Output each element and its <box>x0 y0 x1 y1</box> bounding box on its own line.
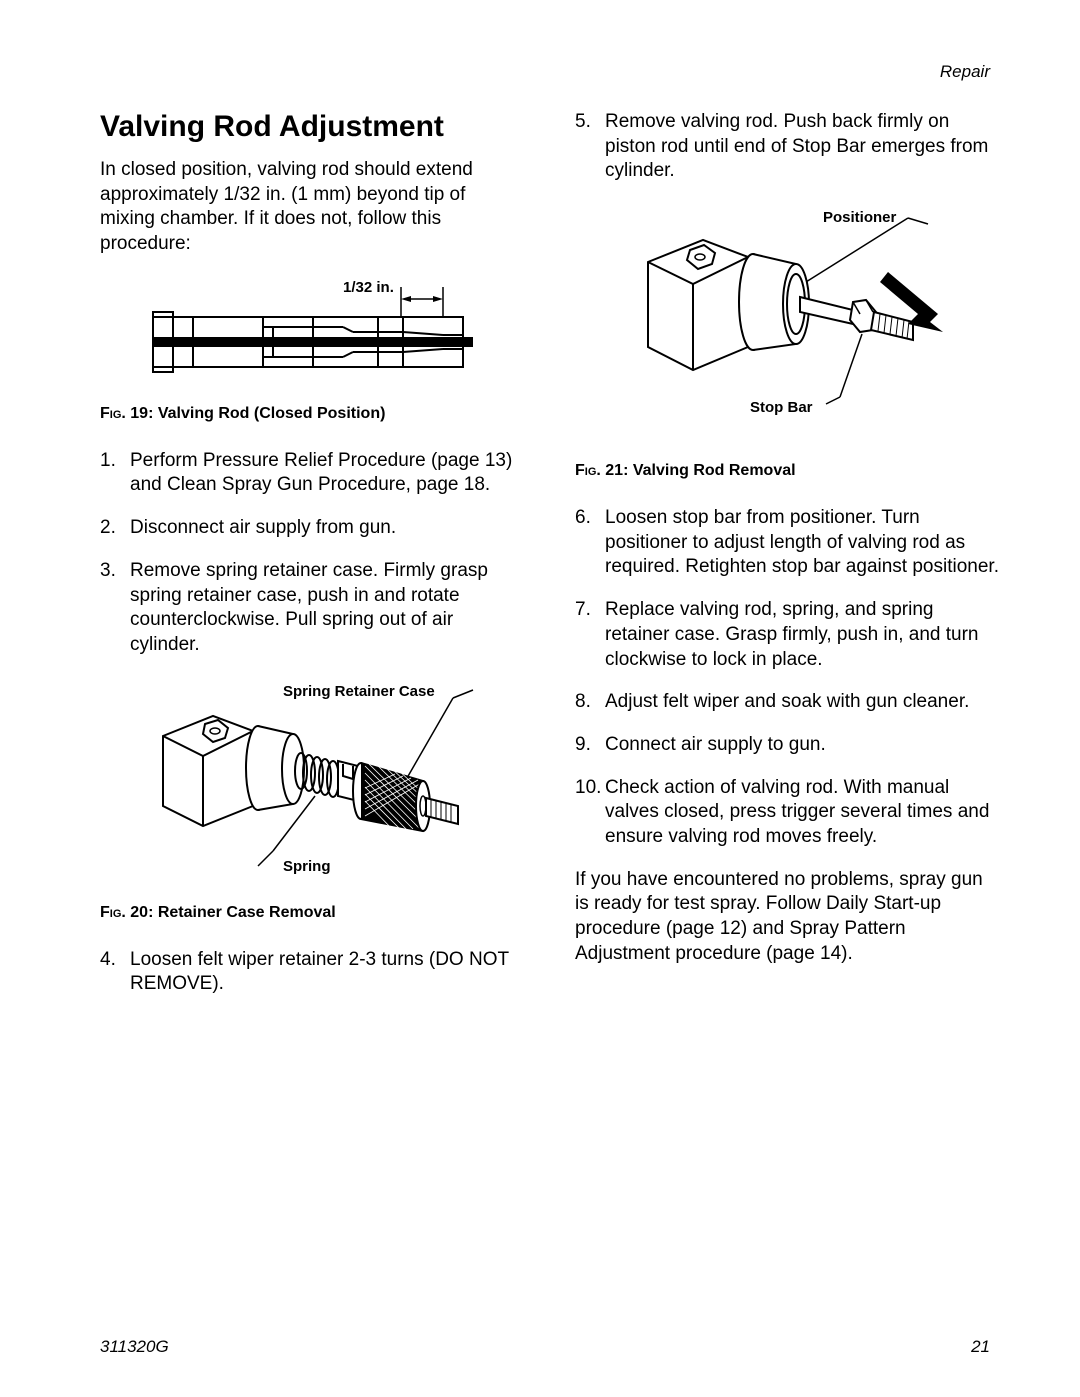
fig19-label: 1/32 in. <box>343 279 394 296</box>
fig20-caption: Fig. 20: Retainer Case Removal <box>100 904 525 922</box>
closing-paragraph: If you have encountered no problems, spr… <box>575 868 1000 967</box>
section-header: Repair <box>940 62 990 82</box>
step-1: 1.Perform Pressure Relief Procedure (pag… <box>100 449 525 498</box>
step-8: 8.Adjust felt wiper and soak with gun cl… <box>575 690 1000 715</box>
step-10: 10.Check action of valving rod. With man… <box>575 776 1000 850</box>
fig20-label-spring: Spring <box>283 858 331 875</box>
right-column: 5.Remove valving rod. Push back firmly o… <box>575 110 1000 1015</box>
step-5: 5.Remove valving rod. Push back firmly o… <box>575 110 1000 184</box>
left-column: Valving Rod Adjustment In closed positio… <box>100 110 525 1015</box>
fig21-label-stopbar: Stop Bar <box>750 399 813 416</box>
fig21-diagram: Positioner <box>608 202 968 432</box>
fig21-caption: Fig. 21: Valving Rod Removal <box>575 462 1000 480</box>
intro-paragraph: In closed position, valving rod should e… <box>100 158 525 257</box>
page-footer: 311320G 21 <box>100 1337 990 1357</box>
fig20-diagram: Spring Retainer Case <box>143 676 483 886</box>
fig19-caption: Fig. 19: Valving Rod (Closed Position) <box>100 405 525 423</box>
step-6: 6.Loosen stop bar from positioner. Turn … <box>575 506 1000 580</box>
step-3: 3.Remove spring retainer case. Firmly gr… <box>100 559 525 658</box>
step-7: 7.Replace valving rod, spring, and sprin… <box>575 598 1000 672</box>
step-2: 2.Disconnect air supply from gun. <box>100 516 525 541</box>
fig20-label-case: Spring Retainer Case <box>283 683 435 700</box>
fig21-label-positioner: Positioner <box>823 209 897 226</box>
page-title: Valving Rod Adjustment <box>100 110 525 144</box>
page-number: 21 <box>971 1337 990 1357</box>
fig19-diagram: 1/32 in. <box>143 277 483 387</box>
step-9: 9.Connect air supply to gun. <box>575 733 1000 758</box>
doc-number: 311320G <box>100 1337 169 1357</box>
step-4: 4.Loosen felt wiper retainer 2-3 turns (… <box>100 948 525 997</box>
